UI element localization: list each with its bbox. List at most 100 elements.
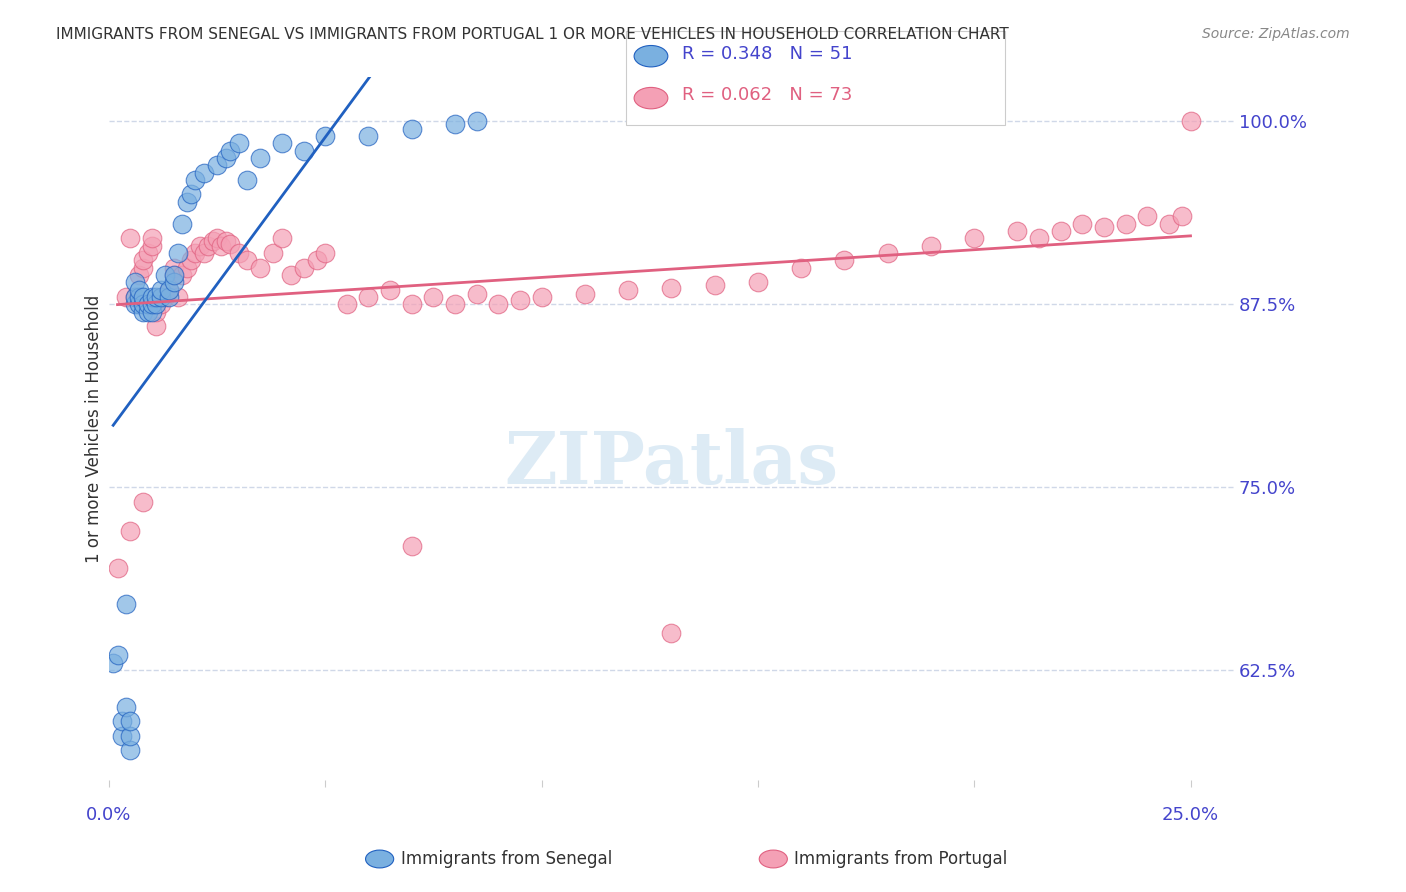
Point: [107, 560, 129, 574]
Point: [149, 297, 172, 311]
Point: [249, 260, 271, 275]
Point: [176, 194, 198, 209]
Point: [141, 238, 163, 252]
Point: [115, 290, 138, 304]
Point: [193, 165, 215, 179]
Point: [145, 319, 167, 334]
Point: [509, 293, 531, 307]
Point: [401, 121, 423, 136]
Point: [790, 260, 813, 275]
Point: [120, 743, 142, 757]
Point: [141, 290, 163, 304]
Point: [703, 278, 725, 293]
Point: [180, 187, 202, 202]
Point: [747, 275, 769, 289]
Point: [228, 246, 250, 260]
Point: [486, 297, 509, 311]
Point: [124, 290, 146, 304]
Point: [236, 253, 259, 268]
Point: [111, 729, 134, 743]
Point: [132, 297, 155, 311]
Y-axis label: 1 or more Vehicles in Household: 1 or more Vehicles in Household: [86, 294, 103, 563]
Point: [465, 114, 488, 128]
Point: [172, 217, 194, 231]
Point: [1171, 210, 1194, 224]
Point: [336, 297, 359, 311]
Point: [422, 290, 444, 304]
Point: [314, 128, 336, 143]
Point: [180, 253, 202, 268]
Point: [280, 268, 302, 282]
Point: [197, 238, 219, 252]
Point: [101, 656, 124, 670]
Point: [124, 297, 146, 311]
Point: [236, 173, 259, 187]
Point: [124, 290, 146, 304]
Point: [141, 297, 163, 311]
Point: [209, 238, 232, 252]
Point: [444, 117, 467, 131]
Point: [659, 281, 682, 295]
Point: [292, 260, 315, 275]
Point: [107, 648, 129, 663]
Point: [963, 231, 986, 245]
Point: [205, 158, 228, 172]
Point: [193, 246, 215, 260]
Point: [163, 268, 186, 282]
Point: [920, 238, 942, 252]
Point: [444, 297, 467, 311]
Point: [271, 231, 294, 245]
Point: [1136, 210, 1159, 224]
Point: [176, 260, 198, 275]
Text: R = 0.348   N = 51: R = 0.348 N = 51: [682, 45, 852, 62]
Point: [215, 151, 238, 165]
Text: Source: ZipAtlas.com: Source: ZipAtlas.com: [1202, 27, 1350, 41]
Point: [1115, 217, 1137, 231]
Point: [128, 290, 150, 304]
Point: [120, 524, 142, 538]
Point: [465, 287, 488, 301]
Point: [292, 144, 315, 158]
Point: [141, 231, 163, 245]
Point: [149, 283, 172, 297]
Point: [172, 268, 194, 282]
Point: [1007, 224, 1029, 238]
Point: [1092, 219, 1115, 234]
Point: [163, 260, 186, 275]
Text: R = 0.062   N = 73: R = 0.062 N = 73: [682, 87, 852, 104]
Point: [401, 539, 423, 553]
Point: [132, 260, 155, 275]
Point: [163, 275, 186, 289]
Point: [314, 246, 336, 260]
Point: [128, 297, 150, 311]
Point: [201, 235, 224, 249]
Point: [617, 283, 640, 297]
Point: [834, 253, 856, 268]
Point: [215, 235, 238, 249]
Point: [136, 304, 159, 318]
Point: [128, 283, 150, 297]
Point: [120, 729, 142, 743]
Point: [219, 237, 242, 252]
Point: [249, 151, 271, 165]
Point: [1049, 224, 1071, 238]
Point: [159, 283, 181, 297]
Point: [132, 290, 155, 304]
Point: [167, 290, 190, 304]
Point: [149, 290, 172, 304]
Point: [205, 231, 228, 245]
Point: [159, 290, 181, 304]
Point: [124, 275, 146, 289]
Point: [1071, 217, 1094, 231]
Point: [530, 290, 553, 304]
Point: [305, 253, 328, 268]
Text: 25.0%: 25.0%: [1161, 806, 1219, 824]
Point: [120, 714, 142, 729]
Point: [159, 283, 181, 297]
Point: [145, 297, 167, 311]
Text: Immigrants from Portugal: Immigrants from Portugal: [794, 850, 1008, 868]
Point: [132, 253, 155, 268]
Point: [1028, 231, 1050, 245]
Point: [219, 144, 242, 158]
Point: [153, 290, 176, 304]
